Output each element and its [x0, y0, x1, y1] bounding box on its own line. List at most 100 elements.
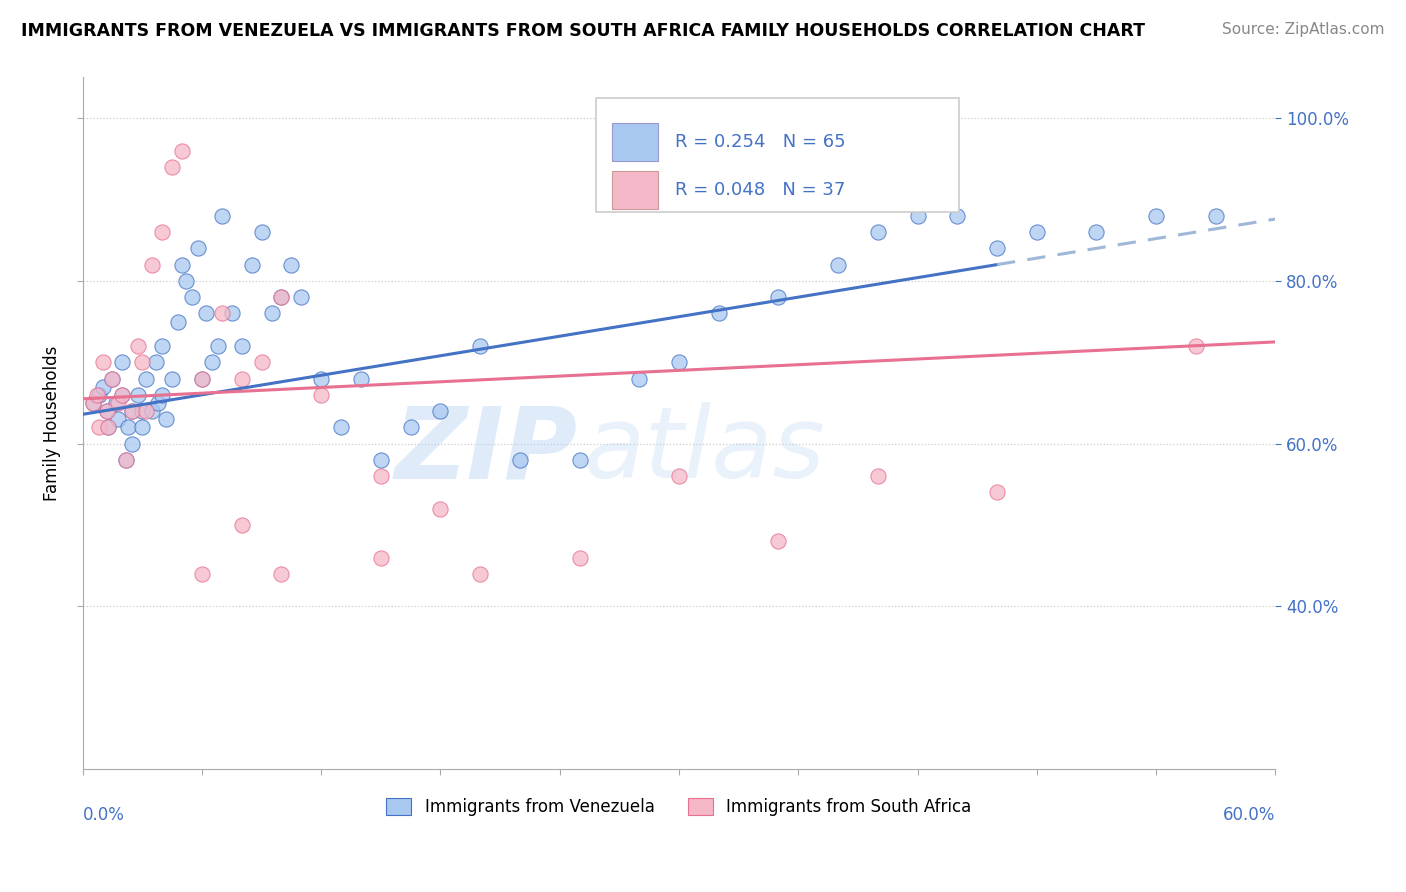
Point	[211, 209, 233, 223]
Point	[568, 453, 591, 467]
Point	[105, 396, 128, 410]
Point	[96, 404, 118, 418]
Point	[211, 306, 233, 320]
Point	[231, 371, 253, 385]
Text: atlas: atlas	[583, 402, 825, 500]
Point	[96, 404, 118, 418]
Point	[370, 453, 392, 467]
Point	[250, 355, 273, 369]
Point	[231, 339, 253, 353]
Point	[907, 209, 929, 223]
Point	[170, 144, 193, 158]
Point	[866, 225, 889, 239]
Point	[97, 420, 120, 434]
Point	[768, 534, 790, 549]
Point	[87, 388, 110, 402]
Point	[111, 355, 134, 369]
Point	[270, 290, 292, 304]
Point	[250, 225, 273, 239]
Point	[131, 355, 153, 369]
Point	[429, 404, 451, 418]
Point	[148, 396, 170, 410]
Point	[1144, 209, 1167, 223]
Point	[668, 355, 690, 369]
Point	[155, 412, 177, 426]
Text: 60.0%: 60.0%	[1223, 805, 1275, 823]
Point	[150, 225, 173, 239]
Point	[127, 388, 149, 402]
Point	[290, 290, 312, 304]
Point	[127, 339, 149, 353]
Text: R = 0.048   N = 37: R = 0.048 N = 37	[675, 181, 846, 199]
Y-axis label: Family Households: Family Households	[44, 345, 60, 501]
Point	[270, 290, 292, 304]
Point	[509, 453, 531, 467]
Point	[82, 396, 104, 410]
Point	[187, 241, 209, 255]
Point	[568, 550, 591, 565]
Text: R = 0.254   N = 65: R = 0.254 N = 65	[675, 133, 846, 151]
Point	[330, 420, 353, 434]
Point	[201, 355, 224, 369]
Text: IMMIGRANTS FROM VENEZUELA VS IMMIGRANTS FROM SOUTH AFRICA FAMILY HOUSEHOLDS CORR: IMMIGRANTS FROM VENEZUELA VS IMMIGRANTS …	[21, 22, 1144, 40]
Point	[141, 404, 163, 418]
FancyBboxPatch shape	[612, 123, 658, 161]
Point	[986, 485, 1008, 500]
Point	[121, 404, 143, 418]
Point	[668, 469, 690, 483]
Point	[91, 355, 114, 369]
Point	[87, 420, 110, 434]
Point	[370, 550, 392, 565]
Point	[101, 371, 124, 385]
Point	[707, 306, 730, 320]
Point	[167, 314, 190, 328]
FancyBboxPatch shape	[612, 171, 658, 209]
Point	[231, 518, 253, 533]
Point	[86, 388, 108, 402]
Point	[111, 388, 134, 402]
Point	[121, 436, 143, 450]
Point	[160, 160, 183, 174]
Point	[1085, 225, 1108, 239]
Point	[350, 371, 373, 385]
Point	[160, 371, 183, 385]
Point	[628, 371, 651, 385]
Point	[768, 290, 790, 304]
Point	[194, 306, 217, 320]
Legend: Immigrants from Venezuela, Immigrants from South Africa: Immigrants from Venezuela, Immigrants fr…	[380, 791, 979, 823]
Point	[207, 339, 229, 353]
Point	[141, 258, 163, 272]
Point	[82, 396, 104, 410]
Point	[107, 396, 129, 410]
Point	[866, 469, 889, 483]
Point	[91, 379, 114, 393]
Point	[309, 388, 332, 402]
Point	[117, 420, 139, 434]
Point	[191, 371, 214, 385]
Point	[150, 339, 173, 353]
Point	[111, 388, 134, 402]
Point	[191, 566, 214, 581]
Point	[170, 258, 193, 272]
Point	[1025, 225, 1047, 239]
Point	[270, 566, 292, 581]
FancyBboxPatch shape	[596, 98, 959, 212]
Point	[370, 469, 392, 483]
Text: 0.0%: 0.0%	[83, 805, 125, 823]
Point	[97, 420, 120, 434]
Point	[174, 274, 197, 288]
Point	[121, 404, 143, 418]
Point	[145, 355, 167, 369]
Point	[150, 388, 173, 402]
Text: Source: ZipAtlas.com: Source: ZipAtlas.com	[1222, 22, 1385, 37]
Point	[131, 420, 153, 434]
Point	[1205, 209, 1227, 223]
Point	[240, 258, 263, 272]
Point	[115, 453, 138, 467]
Point	[280, 258, 302, 272]
Point	[470, 566, 492, 581]
Point	[135, 371, 157, 385]
Point	[107, 412, 129, 426]
Point	[986, 241, 1008, 255]
Point	[260, 306, 283, 320]
